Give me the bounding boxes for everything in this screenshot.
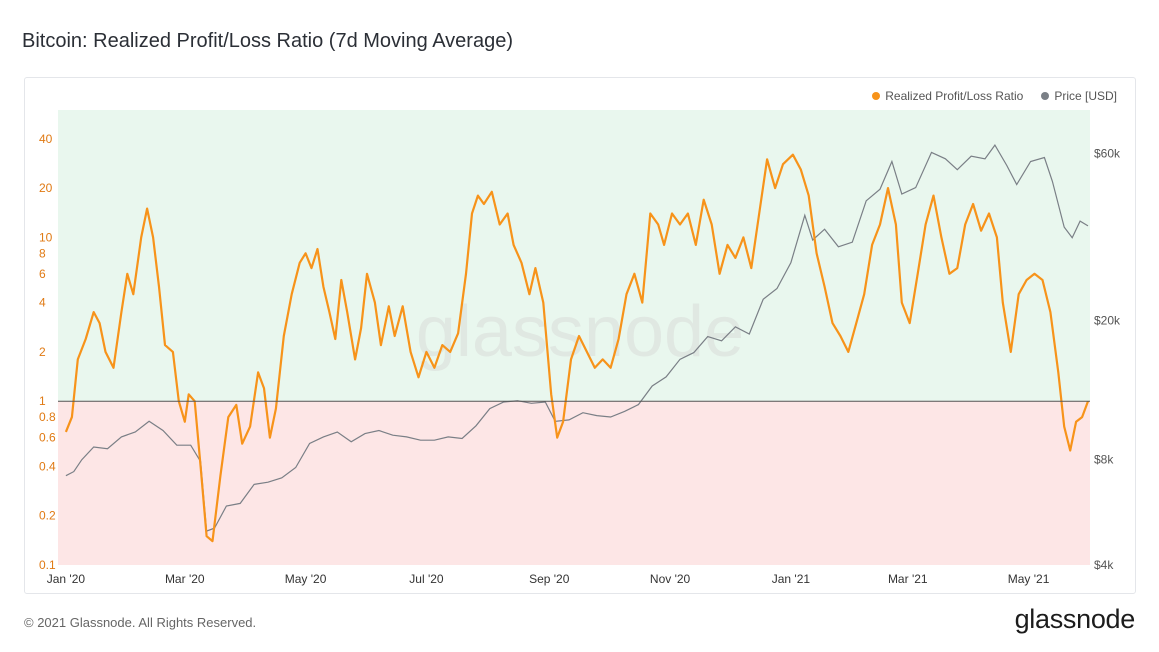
- left-tick-label: 40: [39, 132, 53, 146]
- right-tick-label: $60k: [1094, 147, 1121, 161]
- right-tick-label: $20k: [1094, 314, 1121, 328]
- left-tick-label: 1: [39, 394, 46, 408]
- left-tick-label: 8: [39, 246, 46, 260]
- left-tick-label: 20: [39, 181, 53, 195]
- left-tick-label: 4: [39, 296, 46, 310]
- price-line: [65, 144, 1089, 532]
- ratio-series: [64, 153, 1090, 543]
- x-tick-label: Mar '20: [165, 572, 205, 586]
- left-tick-label: 2: [39, 345, 46, 359]
- right-tick-label: $4k: [1094, 558, 1114, 572]
- x-tick-label: Nov '20: [650, 572, 691, 586]
- left-tick-label: 0.8: [39, 410, 56, 424]
- legend-label-ratio: Realized Profit/Loss Ratio: [885, 89, 1024, 103]
- left-tick-label: 10: [39, 230, 53, 244]
- ratio-line: [64, 153, 1090, 543]
- glassnode-logo[interactable]: glassnode: [1014, 604, 1136, 634]
- x-tick-label: Mar '21: [888, 572, 928, 586]
- legend-label-price: Price [USD]: [1054, 89, 1117, 103]
- x-axis: Jan '20 Mar '20 May '20 Jul '20 Sep '20 Nov '…: [47, 572, 1050, 586]
- x-tick-label: Sep '20: [529, 572, 570, 586]
- copyright: © 2021 Glassnode. All Rights Reserved.: [24, 615, 257, 630]
- left-axis: 0.1 0.2 0.4 0.6 0.8 1 2 4 6 8 10 20 40: [39, 132, 56, 572]
- watermark: glassnode: [416, 292, 744, 372]
- legend-item-price[interactable]: Price [USD]: [1041, 89, 1117, 103]
- left-tick-label: 0.2: [39, 509, 56, 523]
- right-axis: $4k $8k $20k $60k: [1094, 147, 1121, 572]
- price-series: [65, 144, 1089, 532]
- left-tick-label: 0.6: [39, 431, 56, 445]
- loss-zone: [58, 401, 1090, 565]
- x-tick-label: Jul '20: [409, 572, 444, 586]
- chart-title: Bitcoin: Realized Profit/Loss Ratio (7d …: [22, 30, 513, 52]
- x-tick-label: Jan '21: [772, 572, 811, 586]
- x-tick-label: Jan '20: [47, 572, 86, 586]
- left-tick-label: 0.4: [39, 459, 56, 473]
- left-tick-label: 6: [39, 267, 46, 281]
- legend-item-ratio[interactable]: Realized Profit/Loss Ratio: [872, 89, 1023, 103]
- legend: Realized Profit/Loss Ratio Price [USD]: [872, 89, 1117, 103]
- x-tick-label: May '20: [285, 572, 327, 586]
- left-tick-label: 0.1: [39, 558, 56, 572]
- right-tick-label: $8k: [1094, 453, 1114, 467]
- x-tick-label: May '21: [1008, 572, 1050, 586]
- ratio-dot-icon: [872, 92, 881, 100]
- price-dot-icon: [1041, 92, 1050, 100]
